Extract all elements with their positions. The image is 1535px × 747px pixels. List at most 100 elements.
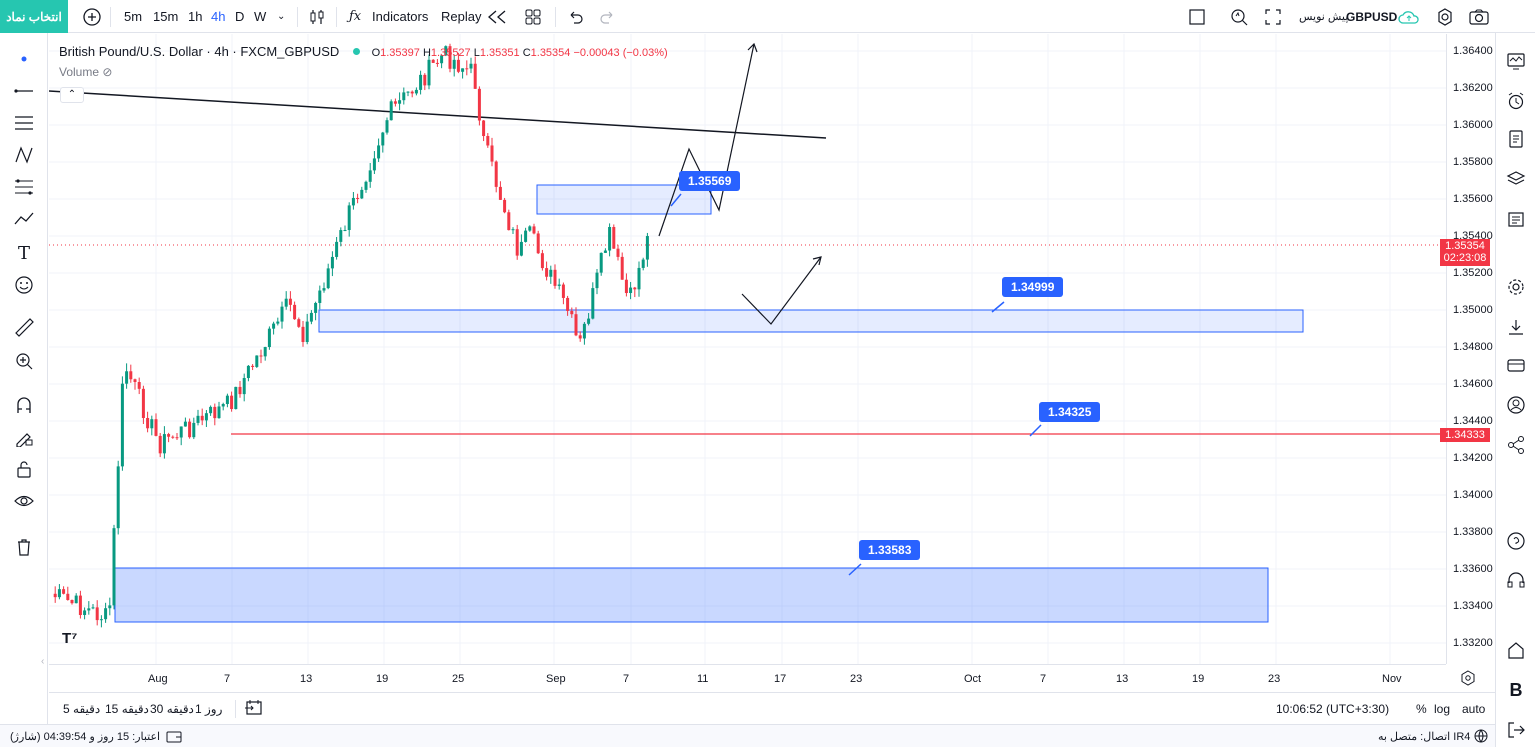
price-tag-2[interactable]: 1.34999 [1002, 277, 1064, 297]
layers-icon[interactable] [1502, 165, 1530, 193]
date-range-icon[interactable] [245, 699, 265, 720]
collapse-legend-icon[interactable]: ⌃ [60, 87, 84, 103]
redo-icon[interactable] [600, 0, 616, 33]
interval-D[interactable]: D [235, 9, 245, 24]
ruler-icon[interactable] [10, 313, 38, 341]
demand-zone-lower [114, 567, 1269, 623]
home-icon[interactable] [1502, 636, 1530, 664]
watchlist-icon[interactable] [1502, 47, 1530, 75]
interval-15m[interactable]: 15m [153, 9, 179, 24]
camera-icon[interactable] [1468, 0, 1490, 33]
zoom-in-icon[interactable] [10, 347, 38, 375]
horizontal-lines-icon[interactable] [10, 109, 38, 137]
trash-icon[interactable] [10, 533, 38, 561]
undo-icon[interactable] [567, 0, 583, 33]
symbol-search-button[interactable]: انتخاب نماد [0, 0, 68, 33]
alarm-clock-icon[interactable] [1502, 87, 1530, 115]
magnet-icon[interactable] [10, 391, 38, 419]
replay-icon[interactable] [486, 0, 508, 33]
alert-search-icon[interactable] [1229, 0, 1249, 33]
price-tag-1[interactable]: 1.35569 [679, 171, 741, 191]
price-tick-label: 1.34800 [1453, 341, 1493, 353]
interval-W[interactable]: W [254, 9, 267, 24]
settings-gear-icon[interactable] [1435, 0, 1455, 33]
price-tag-4[interactable]: 1.33583 [859, 540, 921, 560]
axis-settings-icon[interactable] [1460, 670, 1476, 691]
layouts-icon[interactable] [524, 0, 542, 33]
interval-1h[interactable]: 1h [188, 9, 203, 24]
candle-body [574, 314, 578, 336]
projection-icon[interactable] [10, 205, 38, 233]
draw-lock-icon[interactable] [10, 423, 38, 451]
range-1d[interactable]: 1 روز [195, 702, 223, 716]
volume-label[interactable]: Volume ⊘ [59, 65, 113, 79]
wallet-icon[interactable] [166, 729, 182, 746]
candle-body [473, 63, 477, 89]
interval-4h[interactable]: 4h [211, 9, 226, 24]
fullscreen-square-icon[interactable] [1188, 0, 1206, 33]
profile-icon[interactable] [1502, 391, 1530, 419]
download-icon[interactable] [1502, 313, 1530, 341]
indicators-icon[interactable]: ƒx [349, 9, 362, 24]
candle-body [477, 88, 481, 121]
price-tag-3[interactable]: 1.34325 [1039, 402, 1101, 422]
sidebar-settings-icon[interactable] [1502, 273, 1530, 301]
percent-toggle[interactable]: % [1416, 702, 1427, 716]
candles-icon[interactable] [308, 0, 326, 33]
range-5m[interactable]: 5 دقیقه [63, 702, 101, 716]
cursor-dot-icon[interactable] [10, 45, 38, 73]
trend-line-icon[interactable] [10, 77, 38, 105]
time-tick-label: 13 [300, 673, 313, 685]
emoji-icon[interactable] [10, 271, 38, 299]
text-icon[interactable]: T [17, 242, 30, 264]
collapse-left-icon[interactable]: ‹ [41, 656, 45, 667]
price-tick-label: 1.33400 [1453, 600, 1493, 612]
market-status-dot-icon [352, 48, 360, 55]
price-axis[interactable]: 1.36400 1.36200 1.36000 1.35800 1.35600 1.354… [1446, 34, 1494, 664]
add-symbol-icon[interactable] [82, 0, 102, 33]
interval-5m[interactable]: 5m [124, 9, 143, 24]
chevron-down-icon[interactable]: ⌄ [277, 11, 286, 22]
candle-body [276, 321, 280, 324]
fib-icon[interactable] [10, 173, 38, 201]
chart-pane[interactable] [49, 34, 1446, 664]
candle-body [95, 607, 99, 621]
auto-toggle[interactable]: auto [1462, 702, 1486, 716]
candle-body [91, 607, 95, 609]
pattern-icon[interactable] [10, 141, 38, 169]
candle-body [146, 418, 150, 429]
lock-icon[interactable] [10, 455, 38, 483]
time-axis[interactable]: Aug 7 13 19 25 Sep 7 11 17 23 Oct 7 13 19 23 Nov [49, 664, 1446, 692]
candle-body [381, 132, 385, 146]
clock-timezone[interactable]: 10:06:52 (UTC+3:30) [1276, 702, 1390, 716]
log-toggle[interactable]: log [1434, 702, 1451, 716]
chart-canvas[interactable] [49, 34, 1446, 664]
eye-off-icon[interactable]: ⊘ [102, 65, 113, 79]
candle-body [444, 46, 448, 56]
card-icon[interactable] [1502, 351, 1530, 379]
candle-body [414, 89, 418, 94]
range-30m[interactable]: 30 دقیقه [150, 702, 194, 716]
candle-body [167, 434, 171, 437]
news-icon[interactable] [1502, 205, 1530, 233]
candle-body [356, 197, 360, 199]
range-15m[interactable]: 15 دقیقه [105, 702, 149, 716]
tag-connector [991, 301, 1005, 313]
symbol-title: British Pound/U.S. Dollar · 4h · FXCM_GB… [59, 44, 340, 59]
candle-body [515, 229, 519, 256]
cloud-icon[interactable] [1397, 0, 1421, 33]
brand-b-icon[interactable]: B [1509, 679, 1523, 700]
demand-zone-middle [318, 309, 1304, 333]
support-headset-icon[interactable] [1502, 567, 1530, 595]
replay-button[interactable]: Replay [441, 9, 482, 24]
exit-icon[interactable] [1502, 716, 1530, 744]
lightbulb-icon[interactable] [1502, 527, 1530, 555]
candle-body [335, 241, 339, 257]
share-icon[interactable] [1502, 431, 1530, 459]
eye-icon[interactable] [10, 487, 38, 515]
publish-label[interactable]: پیش نویس [1299, 11, 1349, 23]
indicators-button[interactable]: Indicators [372, 9, 429, 24]
expand-icon[interactable] [1264, 0, 1282, 33]
candle-body [570, 310, 574, 315]
notes-icon[interactable] [1502, 125, 1530, 153]
